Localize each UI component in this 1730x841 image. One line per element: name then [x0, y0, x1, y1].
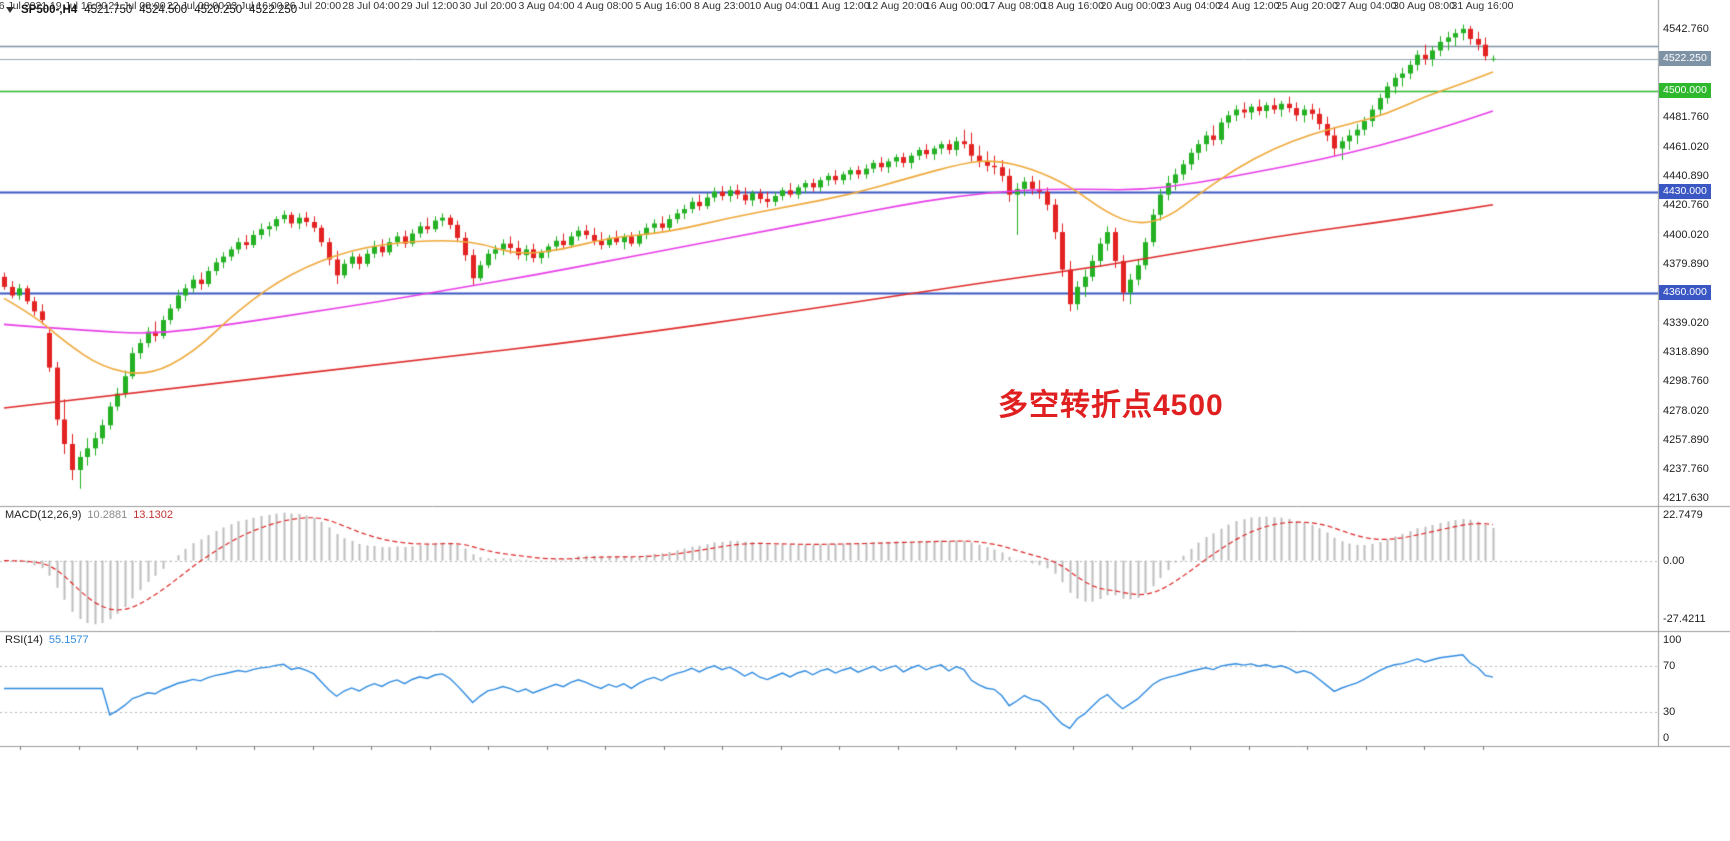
price-axis-label: 4339.020	[1663, 316, 1709, 329]
price-axis-label: 4542.760	[1663, 23, 1709, 36]
macd-signal-value: 13.1302	[133, 509, 173, 521]
macd-axis-label: -27.4211	[1663, 613, 1706, 626]
rsi-axis-label: 30	[1663, 705, 1676, 718]
ohlc-open-value: 4521.750	[84, 4, 133, 16]
price-axis-label: 4217.630	[1663, 491, 1709, 504]
rsi-label: RSI(14)	[5, 634, 43, 646]
macd-axis-label: 22.7479	[1663, 509, 1703, 521]
price-axis-label: 4481.760	[1663, 111, 1709, 124]
time-axis-label: 23 Aug 04:00	[1159, 0, 1221, 12]
rsi-indicator-header: RSI(14) 55.1577	[5, 634, 89, 646]
price-axis-label: 4318.890	[1663, 345, 1709, 358]
time-axis-label: 31 Aug 16:00	[1451, 0, 1514, 12]
time-axis-label: 28 Jul 04:00	[342, 0, 400, 12]
price-axis-label: 4400.020	[1663, 228, 1709, 241]
time-axis-label: 11 Aug 12:00	[808, 0, 870, 12]
time-axis-label: 24 Aug 12:00	[1217, 0, 1280, 12]
price-axis-label: 4440.890	[1663, 170, 1709, 183]
annotation-text: 多空转折点4500	[998, 389, 1224, 422]
price-line-tag[interactable]: 4522.250	[1659, 50, 1711, 66]
time-axis-label: 10 Aug 04:00	[749, 0, 812, 12]
quick-trade-marker-icon	[6, 7, 14, 13]
time-axis-label: 30 Jul 20:00	[459, 0, 517, 12]
time-axis-label: 22 Jul 08:00	[166, 0, 225, 12]
time-axis-label: 17 Aug 08:00	[983, 0, 1046, 12]
price-line-tag[interactable]: 4500.000	[1659, 82, 1711, 98]
time-axis-label: 12 Aug 20:00	[866, 0, 929, 12]
time-axis-label: 18 Aug 16:00	[1042, 0, 1104, 12]
rsi-value: 55.1577	[48, 634, 89, 646]
time-axis-label: 25 Aug 20:00	[1276, 0, 1338, 12]
macd-indicator-header: MACD(12,26,9) 10.2881 13.1302	[5, 509, 173, 521]
macd-main-value: 10.2881	[87, 509, 128, 521]
time-axis-label: 20 Aug 00:00	[1100, 0, 1163, 12]
time-axis-label: 5 Aug 16:00	[635, 0, 692, 12]
rsi-axis-label: 70	[1663, 659, 1676, 672]
ohlc-low-value: 4520.250	[194, 4, 243, 16]
macd-axis-label: 0.00	[1663, 554, 1685, 567]
time-axis-label: 16 Aug 00:00	[925, 0, 987, 12]
time-axis-label: 30 Aug 08:00	[1393, 0, 1455, 12]
symbol-timeframe-label: SP500-,H4	[21, 4, 78, 16]
time-axis-label: 16 Jul 2021	[0, 0, 48, 12]
price-axis-label: 4298.760	[1663, 374, 1709, 387]
ohlc-high-value: 4524.500	[139, 4, 188, 16]
time-axis-label: 29 Jul 12:00	[400, 0, 459, 12]
rsi-axis-label: 100	[1663, 634, 1682, 646]
time-axis-label: 21 Jul 00:00	[108, 0, 166, 12]
time-axis-label: 23 Jul 16:00	[225, 0, 283, 12]
price-axis-label: 4257.890	[1663, 433, 1709, 446]
time-axis-label: 27 Aug 04:00	[1334, 0, 1397, 12]
ohlc-close-value: 4522.250	[249, 4, 298, 16]
price-axis-label: 4420.760	[1663, 199, 1709, 212]
price-axis-label: 4278.020	[1663, 404, 1709, 417]
time-axis-label: 26 Jul 20:00	[283, 0, 342, 12]
price-axis-label: 4461.020	[1663, 141, 1709, 153]
rsi-axis-label: 0	[1663, 732, 1670, 744]
time-axis-label: 4 Aug 08:00	[576, 0, 634, 12]
time-axis-label: 8 Aug 23:00	[693, 0, 751, 12]
time-axis-label: 19 Jul 16:00	[49, 0, 108, 12]
price-axis-label: 4379.890	[1663, 257, 1709, 270]
price-line-tag[interactable]: 4360.000	[1659, 284, 1711, 300]
chart-header: SP500-,H4 4521.750 4524.500 4520.250 452…	[6, 4, 297, 16]
price-line-tag[interactable]: 4430.000	[1659, 183, 1711, 199]
price-axis-label: 4237.760	[1663, 462, 1709, 475]
macd-label: MACD(12,26,9)	[5, 509, 82, 521]
time-axis-label: 3 Aug 04:00	[518, 0, 575, 12]
